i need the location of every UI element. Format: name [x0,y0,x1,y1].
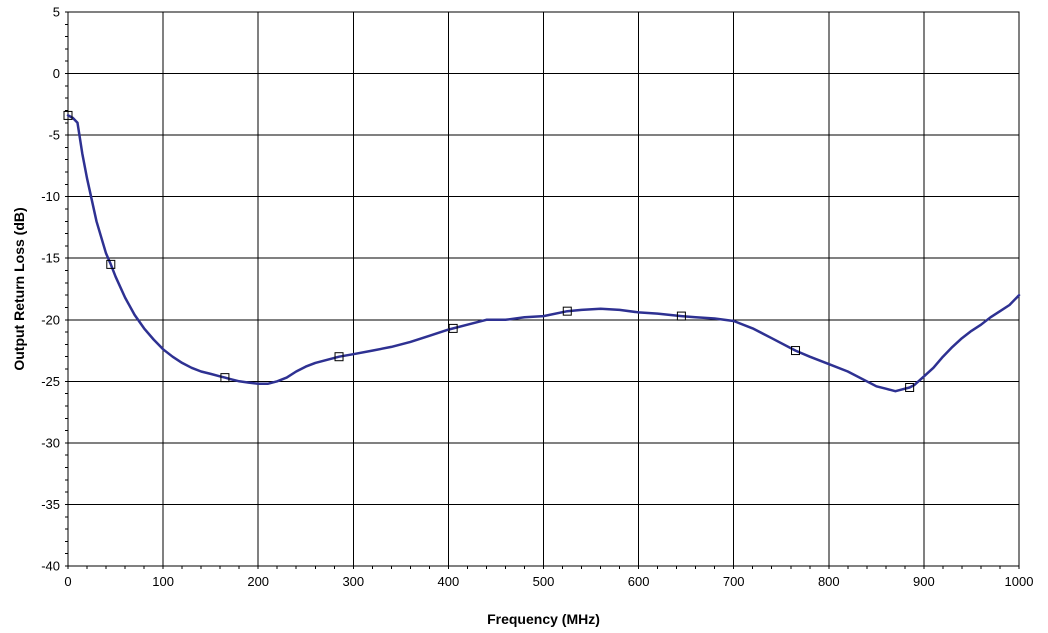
x-tick-label: 200 [247,574,269,589]
y-axis-title: Output Return Loss (dB) [11,207,27,370]
data-point-marker [905,382,915,392]
x-axis-title: Frequency (MHz) [487,611,600,627]
x-tick-label: 900 [913,574,935,589]
data-point-marker [334,352,344,362]
x-tick-label: 300 [342,574,364,589]
x-tick-label: 800 [818,574,840,589]
x-tick-label: 600 [628,574,650,589]
data-point-marker [448,323,458,333]
x-tick-label: 700 [723,574,745,589]
data-point-marker [791,346,801,356]
grid [67,11,1020,567]
x-tick-label: 0 [64,574,71,589]
y-tick-label: -25 [41,374,60,389]
y-tick-label: -20 [41,312,60,327]
y-tick-label: -30 [41,435,60,450]
y-tick-label: -40 [41,559,60,574]
data-point-marker [562,306,572,316]
x-tick-label: 500 [533,574,555,589]
x-tick-label: 1000 [1005,574,1034,589]
x-tick-label: 400 [438,574,460,589]
y-tick-label: -10 [41,189,60,204]
x-tick-label: 100 [152,574,174,589]
y-tick-label: 5 [53,5,60,20]
data-point-marker [106,259,116,269]
data-point-marker [63,110,73,120]
y-axis-ticks: 5 0 -5 -10 -15 -20 -25 -30 -35 -40 [41,5,60,574]
data-point-marker [676,311,686,321]
marker-layer [63,110,915,392]
series-line [66,114,1021,393]
data-point-marker [220,373,230,383]
minor-ticks [65,11,1020,569]
series-layer [66,114,1021,393]
y-tick-label: 0 [53,66,60,81]
y-tick-label: -15 [41,251,60,266]
x-axis-ticks: 0 100 200 300 400 500 600 700 800 900 1000 [64,574,1033,589]
y-tick-label: -35 [41,497,60,512]
y-tick-label: -5 [48,128,60,143]
plot-area-frame [67,11,1020,567]
